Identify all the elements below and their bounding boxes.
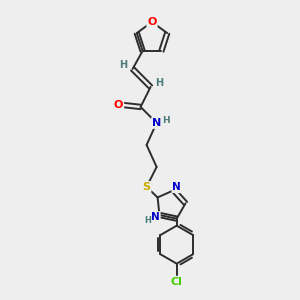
Text: N: N	[172, 182, 181, 192]
Text: O: O	[147, 17, 157, 27]
Text: H: H	[155, 78, 164, 88]
Text: Cl: Cl	[171, 277, 183, 286]
Text: H: H	[119, 60, 128, 70]
Text: S: S	[142, 182, 151, 192]
Text: H: H	[162, 116, 170, 125]
Text: N: N	[152, 118, 161, 128]
Text: H: H	[144, 217, 151, 226]
Text: O: O	[114, 100, 123, 110]
Text: N: N	[151, 212, 160, 222]
